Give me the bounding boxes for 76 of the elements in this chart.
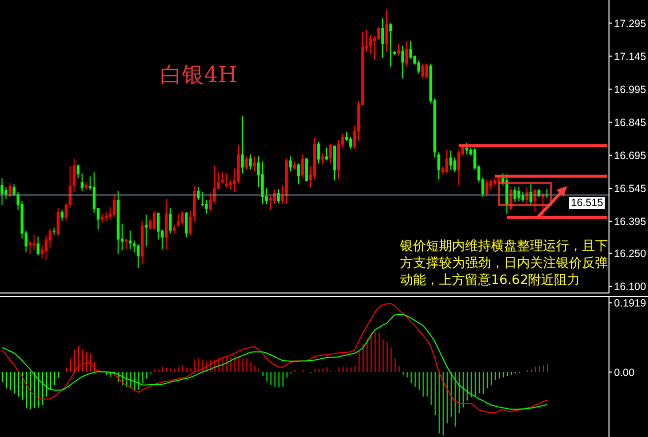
candlestick [132,240,136,253]
candlestick [8,182,12,198]
candlestick [64,202,68,222]
annotation: 银价短期内维持横盘整理运行，且下方支撑较为强劲，日内关注银价反弹动能，上方留意16.62附近阻力 [400,238,608,289]
candlestick [112,194,116,218]
candlestick [240,116,244,174]
candlestick [465,142,468,155]
y-tick-label: 16.395 [614,216,646,228]
candlestick [164,198,168,250]
candlestick [449,150,452,171]
y-tick-label: 16.545 [614,183,646,196]
candlestick [4,186,8,200]
y-tick-label: 17.145 [614,50,646,63]
candlestick [249,154,252,170]
candlestick [289,156,292,172]
candlestick [68,166,72,208]
y-tick-label: 16.250 [614,248,646,260]
candlestick [421,63,424,79]
candlestick [269,196,272,210]
candlestick [445,149,448,174]
candlestick [204,200,208,214]
candlestick [329,143,332,164]
candlestick [525,186,528,206]
candlestick [72,158,76,193]
candlestick [437,152,440,180]
candlestick [124,238,128,250]
candlestick [60,209,64,222]
candlestick [80,172,84,192]
candlestick [277,188,280,204]
candlestick [321,153,324,165]
candlestick [529,184,532,206]
candlestick [377,26,380,40]
y-tick-label: 0.00 [614,366,635,379]
y-tick-label: 0.1919 [614,298,646,310]
candlestick [253,156,256,172]
candlestick [104,211,108,222]
candlestick [245,156,248,170]
candlestick [56,207,60,236]
candlestick [457,149,460,186]
candlestick [273,188,276,204]
y-tick-label: 16.100 [614,281,646,294]
candlestick [297,162,300,185]
candlestick [32,234,36,251]
candlestick [76,164,80,179]
candlestick [220,172,224,184]
candlestick [144,214,148,247]
y-tick-label: 16.695 [614,150,646,162]
candlestick [36,236,40,256]
candlestick [369,34,372,54]
candlestick [397,43,400,56]
y-tick-label: 16.845 [614,116,646,129]
candlestick [389,22,392,68]
candlestick [228,178,232,190]
candlestick [533,188,536,212]
y-tick-label: 16.995 [614,84,646,96]
candlestick [0,178,4,206]
candlestick [200,192,204,206]
candlestick [453,157,456,173]
candlestick [521,192,524,203]
candlestick [224,172,228,188]
candlestick [325,147,328,161]
candlestick [28,240,32,255]
candlestick [208,192,212,212]
candlestick [48,228,52,249]
candlestick [128,230,132,250]
candlestick [381,18,384,58]
candlestick [349,136,352,150]
y-tick-label: 17.295 [614,18,646,30]
candlestick [317,141,320,164]
ref-line-label: 16.515 [569,196,606,209]
candlestick [301,154,304,178]
candlestick [176,213,180,228]
candlestick [261,160,264,204]
text: 白银4H [160,63,238,89]
candlestick [385,8,388,52]
candlestick [485,178,488,197]
